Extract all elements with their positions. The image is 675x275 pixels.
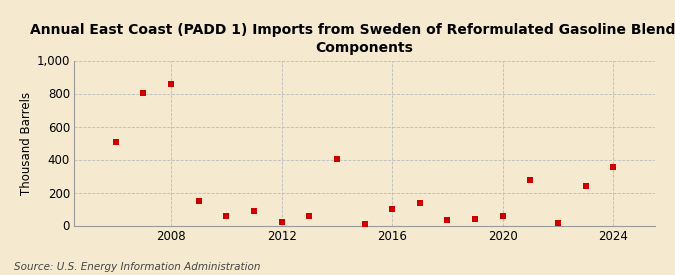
- Point: [359, 222, 370, 226]
- Point: [221, 213, 232, 218]
- Point: [553, 221, 564, 225]
- Point: [193, 199, 204, 203]
- Point: [387, 207, 398, 211]
- Title: Annual East Coast (PADD 1) Imports from Sweden of Reformulated Gasoline Blending: Annual East Coast (PADD 1) Imports from …: [30, 23, 675, 55]
- Point: [331, 156, 342, 161]
- Point: [304, 214, 315, 218]
- Y-axis label: Thousand Barrels: Thousand Barrels: [20, 91, 32, 195]
- Point: [470, 217, 481, 221]
- Text: Source: U.S. Energy Information Administration: Source: U.S. Energy Information Administ…: [14, 262, 260, 272]
- Point: [442, 218, 453, 222]
- Point: [525, 178, 536, 182]
- Point: [165, 81, 176, 86]
- Point: [414, 201, 425, 205]
- Point: [608, 165, 619, 170]
- Point: [110, 140, 121, 144]
- Point: [580, 183, 591, 188]
- Point: [138, 90, 148, 95]
- Point: [248, 209, 259, 213]
- Point: [497, 213, 508, 218]
- Point: [276, 220, 287, 224]
